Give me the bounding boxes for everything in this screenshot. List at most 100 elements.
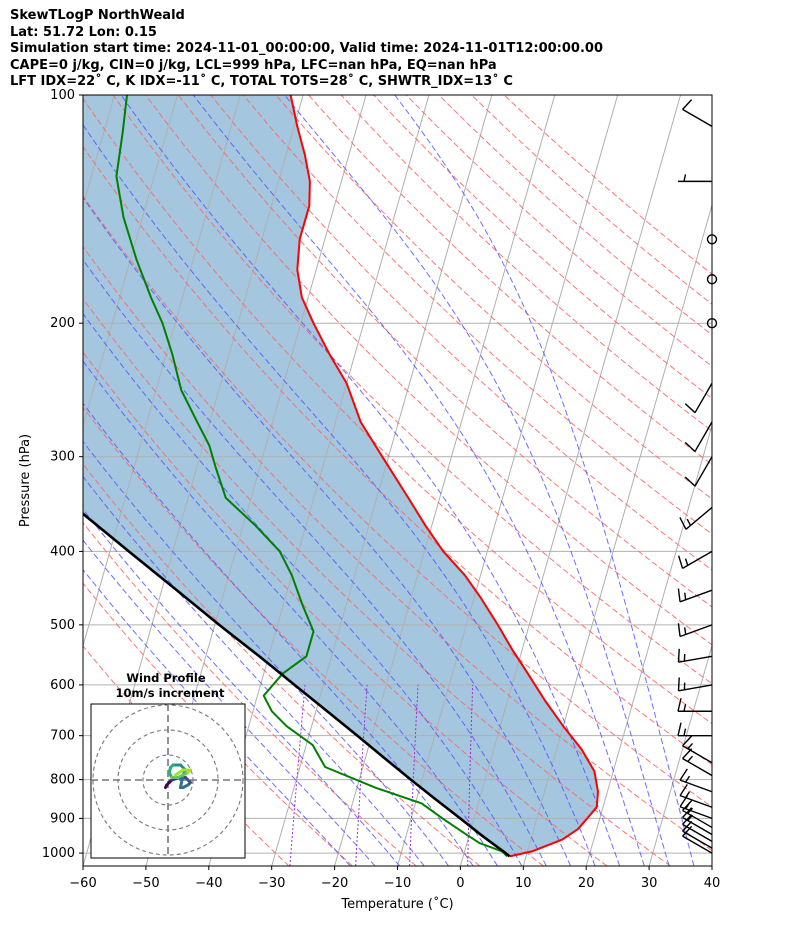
dry-adiabat	[83, 463, 481, 866]
wind-barb	[677, 550, 713, 570]
hodograph-trace-segment	[174, 768, 185, 777]
wind-barb	[677, 588, 713, 603]
moist-adiabat	[83, 539, 376, 866]
y-tick-label: 400	[50, 544, 75, 559]
isotherm-line	[711, 864, 712, 866]
hodograph-subtitle: 10m/s increment	[116, 686, 225, 700]
dry-adiabat	[242, 95, 712, 535]
wind-barb-calm	[706, 274, 718, 285]
dry-adiabat	[83, 406, 544, 866]
dry-adiabat	[83, 245, 712, 852]
wind-barb	[682, 99, 713, 127]
x-tick-label: −60	[69, 876, 96, 891]
y-tick-label: 1000	[42, 846, 75, 861]
y-axis-label: Pressure (hPa)	[18, 434, 33, 527]
moist-adiabat	[83, 259, 547, 866]
y-tick-label: 900	[50, 811, 75, 826]
y-tick-label: 600	[50, 678, 75, 693]
dewpoint-profile-line	[115, 95, 508, 858]
y-tick-label: 200	[50, 316, 75, 331]
dry-adiabat	[83, 97, 712, 725]
parcel-profile-line	[83, 512, 511, 858]
y-tick-label: 700	[50, 729, 75, 744]
moist-adiabat	[120, 95, 621, 866]
wind-barb	[678, 174, 712, 183]
dry-adiabat	[112, 95, 712, 685]
moist-adiabat	[83, 440, 450, 866]
x-tick-label: −20	[321, 876, 348, 891]
isotherm-line	[585, 423, 712, 866]
simulation-times: Simulation start time: 2024-11-01_00:00:…	[10, 41, 603, 56]
moist-adiabat	[83, 360, 498, 866]
stability-indices-2: LFT IDX=22˚ C, K IDX=-11˚ C, TOTAL TOTS=…	[10, 74, 513, 89]
hodograph-title: Wind Profile	[126, 671, 206, 685]
moist-adiabat	[193, 95, 645, 866]
y-tick-label: 100	[50, 88, 75, 103]
cape-cin-shading	[83, 95, 598, 857]
wind-barbs	[677, 99, 718, 854]
moist-adiabat	[284, 95, 670, 866]
dry-adiabat	[275, 95, 712, 500]
moist-adiabat	[394, 95, 695, 866]
dry-adiabat	[83, 351, 608, 866]
x-tick-label: −40	[195, 876, 222, 891]
mixing-ratio-line	[355, 684, 368, 866]
moist-adiabat	[83, 475, 425, 866]
dry-adiabat	[83, 521, 417, 866]
x-tick-label: 40	[704, 876, 721, 891]
x-tick-label: 20	[578, 876, 595, 891]
dry-adiabat	[83, 582, 353, 866]
chart-header: SkewTLogP NorthWeald Lat: 51.72 Lon: 0.1…	[10, 8, 603, 91]
wind-barb	[677, 623, 713, 638]
isotherm-line	[459, 95, 682, 866]
moist-adiabat	[83, 196, 572, 866]
x-axis-label: Temperature (˚C)	[340, 896, 453, 912]
x-tick-label: 10	[515, 876, 532, 891]
isotherm-line	[83, 95, 241, 648]
station-title: SkewTLogP NorthWeald	[10, 8, 185, 23]
x-tick-label: 30	[641, 876, 658, 891]
y-tick-label: 300	[50, 450, 75, 465]
isotherm-line	[334, 95, 556, 866]
wind-barb	[679, 768, 713, 793]
stability-indices-1: CAPE=0 j/kg, CIN=0 j/kg, LCL=999 hPa, LF…	[10, 57, 497, 73]
mixing-ratio-line	[289, 684, 306, 866]
isotherm-line	[397, 95, 619, 866]
y-tick-label: 500	[50, 618, 75, 633]
wind-barb	[677, 648, 713, 663]
dry-adiabat	[83, 297, 671, 866]
moist-adiabat	[83, 124, 596, 866]
wind-barb	[679, 784, 713, 808]
x-tick-label: −10	[384, 876, 411, 891]
wind-barb	[682, 800, 713, 829]
mixing-ratio-line	[409, 684, 419, 866]
dry-adiabat	[83, 195, 712, 808]
moist-adiabat	[83, 568, 351, 866]
dry-adiabat	[308, 95, 712, 466]
plot-area	[83, 95, 712, 866]
wind-barb	[679, 506, 713, 530]
wind-barb-calm	[706, 318, 718, 329]
wind-barb	[677, 677, 713, 692]
dry-adiabat	[340, 95, 712, 432]
y-tick-label: 800	[50, 773, 75, 788]
x-tick-label: −30	[258, 876, 285, 891]
x-tick-label: −50	[132, 876, 159, 891]
isotherm-line	[648, 643, 712, 866]
temperature-profile-line	[289, 95, 599, 858]
x-tick-label: 0	[456, 876, 464, 891]
isotherm-line	[83, 95, 178, 428]
mixing-ratio-line	[467, 684, 474, 866]
isotherm-line	[271, 95, 493, 866]
lat-lon: Lat: 51.72 Lon: 0.15	[10, 24, 157, 40]
wind-barb	[684, 456, 713, 487]
wind-barb	[682, 735, 713, 764]
wind-barb	[684, 421, 713, 452]
wind-barb-calm	[706, 234, 718, 245]
wind-barb	[677, 698, 712, 712]
wind-barb	[684, 382, 713, 414]
dry-adiabat	[83, 145, 712, 766]
wind-barb	[677, 722, 712, 737]
